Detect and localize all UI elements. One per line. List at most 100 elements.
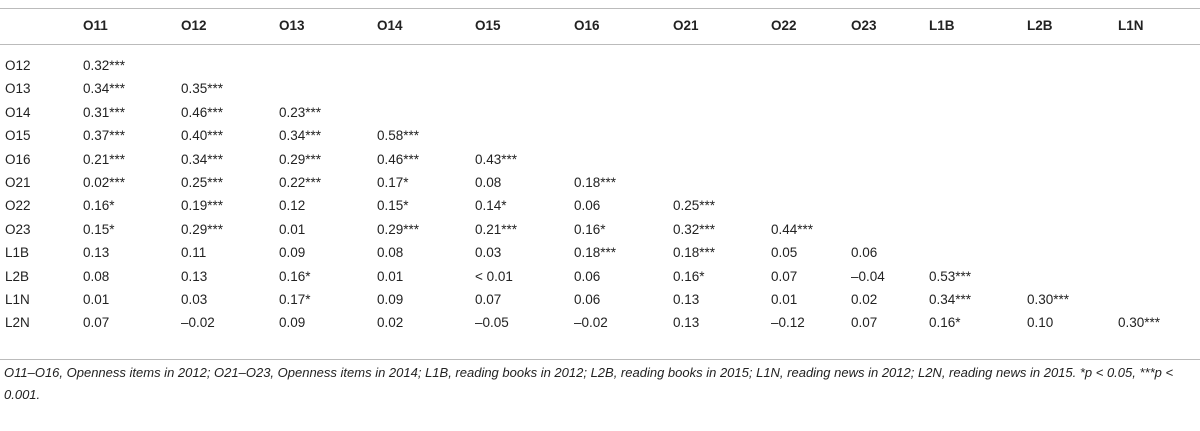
table-cell: 0.03 (475, 245, 502, 261)
row-label: L2B (5, 268, 30, 284)
table-cell: 0.07 (83, 315, 110, 331)
table-cell: 0.31*** (83, 104, 126, 120)
table-cell: 0.16* (83, 198, 115, 214)
table-cell: 0.29*** (279, 151, 322, 167)
table-cell: 0.07 (851, 315, 878, 331)
column-header: O13 (279, 18, 305, 33)
table-cell: 0.30*** (1027, 292, 1070, 307)
table-cell: 0.18*** (574, 245, 617, 261)
table-cell: 0.06 (851, 245, 878, 261)
table-cell: 0.35*** (181, 81, 224, 97)
table-cell: 0.06 (574, 198, 601, 214)
row-label: L1B (5, 245, 30, 261)
table-cell: 0.16* (929, 315, 961, 331)
table-cell: 0.13 (83, 245, 110, 261)
table-cell: 0.19*** (181, 198, 224, 214)
table-cell: –0.02 (181, 315, 215, 331)
table-cell: 0.11 (181, 245, 207, 261)
table-cell: 0.02 (377, 315, 404, 331)
footnote: O11–O16, Openness items in 2012; O21–O23… (4, 365, 1174, 402)
table-cell: –0.12 (771, 315, 805, 331)
table-cell: 0.32*** (673, 221, 716, 237)
row-label: O12 (5, 58, 31, 73)
table-cell: 0.02 (851, 292, 878, 307)
table-cell: 0.58*** (377, 128, 420, 144)
row-label: O21 (5, 175, 31, 190)
table-cell: 0.37*** (83, 128, 126, 144)
table-cell: 0.32*** (83, 58, 126, 73)
table-cell: 0.09 (377, 292, 404, 307)
table-cell: 0.12 (279, 198, 306, 214)
table-cell: 0.03 (181, 292, 208, 307)
table-cell: 0.25*** (181, 175, 224, 190)
table-cell: 0.29*** (181, 221, 224, 237)
table-cell: 0.34*** (929, 292, 972, 307)
row-label: O15 (5, 128, 31, 144)
table-cell: –0.02 (574, 315, 608, 331)
row-label: L1N (5, 292, 30, 307)
table-cell: 0.09 (279, 315, 306, 331)
table-cell: 0.40*** (181, 128, 224, 144)
table-cell: 0.01 (83, 292, 110, 307)
column-header: O21 (673, 18, 699, 33)
bottom-rule (0, 359, 1200, 360)
table-cell: 0.02*** (83, 175, 126, 190)
column-header: L1N (1118, 18, 1144, 33)
column-header: L2B (1027, 18, 1053, 33)
table-cell: 0.01 (771, 292, 798, 307)
table-cell: 0.10 (1027, 315, 1054, 331)
table-cell: 0.22*** (279, 175, 322, 190)
table-cell: 0.07 (475, 292, 502, 307)
top-rule (0, 8, 1200, 9)
table-cell: 0.21*** (83, 151, 126, 167)
row-label: L2N (5, 315, 30, 331)
table-cell: 0.15* (377, 198, 409, 214)
row-label: O16 (5, 151, 31, 167)
column-header: O14 (377, 18, 403, 33)
table-cell: 0.30*** (1118, 315, 1161, 331)
table-cell: 0.07 (771, 268, 798, 284)
table-cell: 0.34*** (181, 151, 224, 167)
table-cell: 0.06 (574, 268, 601, 284)
table-cell: 0.25*** (673, 198, 716, 214)
table-cell: 0.15* (83, 221, 115, 237)
column-header: O16 (574, 18, 600, 33)
table-cell: 0.34*** (83, 81, 126, 97)
table-cell: –0.05 (475, 315, 509, 331)
table-cell: 0.34*** (279, 128, 322, 144)
header-rule (0, 44, 1200, 45)
table-cell: 0.08 (475, 175, 502, 190)
table-cell: 0.01 (279, 221, 306, 237)
table-cell: 0.17* (279, 292, 311, 307)
table-cell: 0.46*** (181, 104, 224, 120)
table-cell: 0.43*** (475, 151, 518, 167)
table-cell: < 0.01 (475, 268, 513, 284)
row-label: O13 (5, 81, 31, 97)
table-cell: 0.08 (377, 245, 404, 261)
table-cell: 0.44*** (771, 221, 814, 237)
table-cell: 0.01 (377, 268, 404, 284)
column-header: O15 (475, 18, 501, 33)
row-label: O22 (5, 198, 31, 214)
table-cell: 0.18*** (673, 245, 716, 261)
column-header: O23 (851, 18, 877, 33)
table-cell: –0.04 (851, 268, 885, 284)
row-label: O23 (5, 221, 31, 237)
table-cell: 0.16* (574, 221, 606, 237)
table-cell: 0.23*** (279, 104, 322, 120)
column-header: L1B (929, 18, 955, 33)
table-cell: 0.21*** (475, 221, 518, 237)
table-cell: 0.13 (673, 292, 700, 307)
table-cell: 0.13 (181, 268, 208, 284)
table-cell: 0.16* (279, 268, 311, 284)
column-header: O11 (83, 18, 108, 33)
column-header: O12 (181, 18, 207, 33)
table-cell: 0.29*** (377, 221, 420, 237)
table-cell: 0.13 (673, 315, 700, 331)
table-cell: 0.06 (574, 292, 601, 307)
table-cell: 0.46*** (377, 151, 420, 167)
row-label: O14 (5, 104, 31, 120)
table-cell: 0.08 (83, 268, 110, 284)
table-cell: 0.05 (771, 245, 798, 261)
